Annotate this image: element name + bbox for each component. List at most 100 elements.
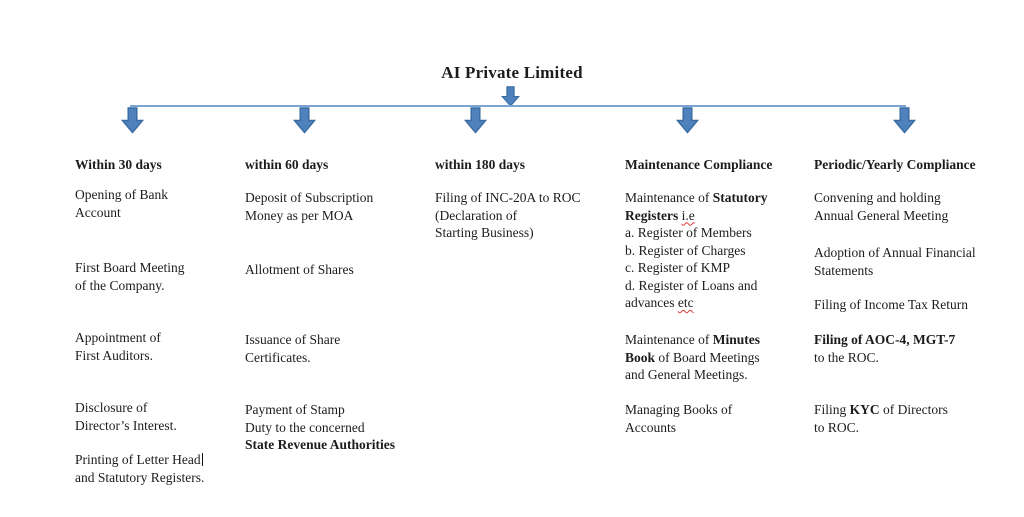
compliance-item: Adoption of Annual Financial Statements	[814, 244, 976, 279]
text-line: advances etc	[625, 294, 767, 312]
text-segment: of Board Meetings	[655, 349, 760, 365]
column-header-periodic-yearly-compliance: Periodic/Yearly Compliance	[814, 157, 976, 172]
text-segment: Filing of AOC-4, MGT-7	[814, 332, 956, 347]
text-segment: (Declaration of	[435, 207, 518, 223]
text-line: Filing KYC of Directors	[814, 401, 948, 419]
text-segment: Managing Books of	[625, 402, 733, 417]
text-line: b. Register of Charges	[625, 242, 767, 260]
text-line: Adoption of Annual Financial	[814, 244, 976, 262]
column-header-maintenance-compliance: Maintenance Compliance	[625, 157, 773, 172]
down-arrow-icon	[121, 107, 144, 134]
text-line: (Declaration of	[435, 207, 581, 225]
text-segment: advances	[625, 295, 678, 310]
misspelled-word: etc	[677, 295, 694, 310]
compliance-item: Filing KYC of Directors to ROC.	[814, 401, 948, 436]
column-maintenance-compliance: Maintenance Compliance Maintenance of Sta…	[625, 0, 810, 517]
text-line: Book of Board Meetings	[625, 349, 760, 367]
text-segment: Printing of Letter Head	[75, 452, 201, 467]
column-periodic-yearly-compliance: Periodic/Yearly Compliance Convening and …	[814, 0, 1014, 517]
text-segment: Opening of Bank	[75, 187, 168, 202]
text-line: Printing of Letter Head	[75, 451, 204, 469]
text-segment: Convening and holding	[814, 190, 941, 205]
text-segment: First Board Meeting	[75, 260, 185, 275]
text-segment: Minutes	[712, 332, 760, 347]
text-segment: Filing of INC-20A to ROC	[435, 190, 581, 205]
misspelled-word: i.e	[681, 207, 695, 223]
text-segment: Filing of Income Tax Return	[814, 297, 969, 312]
compliance-item: Deposit of Subscription Money as per MOA	[245, 189, 373, 224]
text-line: State Revenue Authorities	[245, 436, 395, 454]
text-line: Director’s Interest.	[75, 417, 177, 435]
text-segment: and Statutory Registers.	[75, 469, 205, 485]
column-within-60-days: within 60 days Deposit of Subscription Mon…	[245, 0, 420, 517]
text-line: Filing of AOC-4, MGT-7	[814, 331, 955, 349]
text-cursor	[201, 453, 203, 466]
text-line: Issuance of Share	[245, 331, 340, 349]
text-line: Payment of Stamp	[245, 401, 395, 419]
text-segment: to the ROC.	[814, 349, 879, 365]
compliance-item: Issuance of Share Certificates.	[245, 331, 340, 366]
text-line: Maintenance of Minutes	[625, 331, 760, 349]
text-line: Account	[75, 204, 168, 222]
down-arrow-icon	[676, 107, 699, 134]
text-segment: Statements	[814, 262, 874, 278]
text-line: Money as per MOA	[245, 207, 373, 225]
text-segment: Account	[75, 204, 121, 220]
text-line: Duty to the concerned	[245, 419, 395, 437]
text-line: Appointment of	[75, 329, 161, 347]
text-segment: Statutory	[712, 190, 768, 205]
down-arrow-icon	[293, 107, 316, 134]
text-segment: d. Register of Loans and	[625, 277, 758, 293]
compliance-item: Filing of INC-20A to ROC (Declaration of S…	[435, 189, 581, 242]
text-segment: Filing	[814, 402, 850, 417]
text-segment: Adoption of Annual Financial	[814, 245, 976, 260]
text-segment: Appointment of	[75, 330, 161, 345]
text-line: Deposit of Subscription	[245, 189, 373, 207]
text-segment: and General Meetings.	[625, 367, 748, 382]
text-line: Accounts	[625, 419, 732, 437]
text-segment: Issuance of Share	[245, 332, 341, 347]
text-segment: to ROC.	[814, 419, 860, 435]
text-segment: First Auditors.	[75, 347, 154, 363]
text-line: First Board Meeting	[75, 259, 185, 277]
compliance-item: Opening of Bank Account	[75, 186, 168, 221]
text-line: First Auditors.	[75, 347, 161, 365]
text-line: Registers i.e	[625, 207, 767, 225]
text-segment: KYC	[849, 402, 880, 417]
text-line: Convening and holding	[814, 189, 948, 207]
text-segment: of the Company.	[75, 277, 165, 293]
compliance-item: Managing Books of Accounts	[625, 401, 732, 436]
down-arrow-icon	[893, 107, 916, 134]
text-segment: Registers	[625, 207, 682, 223]
down-arrow-icon	[501, 86, 520, 107]
compliance-item: Maintenance of Statutory Registers i.e a. …	[625, 189, 767, 312]
text-line: Disclosure of	[75, 399, 177, 417]
text-segment: Payment of Stamp	[245, 402, 345, 417]
diagram-title: AI Private Limited	[441, 63, 583, 82]
text-segment: Deposit of Subscription	[245, 190, 374, 205]
column-within-180-days: within 180 days Filing of INC-20A to ROC (…	[435, 0, 615, 517]
text-line: and General Meetings.	[625, 366, 760, 384]
text-segment: Certificates.	[245, 349, 311, 365]
down-arrow-icon	[464, 107, 487, 134]
text-line: d. Register of Loans and	[625, 277, 767, 295]
column-header-within-180-days: within 180 days	[435, 157, 526, 172]
text-segment: Book	[625, 349, 656, 365]
compliance-item: Maintenance of Minutes Book of Board Meet…	[625, 331, 760, 384]
text-segment: c. Register of KMP	[625, 260, 730, 275]
column-header-within-60-days: within 60 days	[245, 157, 329, 172]
text-line: Filing of Income Tax Return	[814, 296, 968, 314]
text-segment: Accounts	[625, 419, 676, 435]
text-segment: Maintenance of	[625, 190, 713, 205]
text-line: Statements	[814, 262, 976, 280]
text-line: to ROC.	[814, 419, 948, 437]
text-line: a. Register of Members	[625, 224, 767, 242]
text-segment: a. Register of Members	[625, 225, 752, 240]
text-segment: Disclosure of	[75, 400, 148, 415]
text-line: and Statutory Registers.	[75, 469, 204, 487]
column-header-within-30-days: Within 30 days	[75, 157, 162, 172]
compliance-item: Convening and holding Annual General Meet…	[814, 189, 948, 224]
text-line: Opening of Bank	[75, 186, 168, 204]
text-segment: b. Register of Charges	[625, 242, 746, 258]
compliance-item: Allotment of Shares	[245, 261, 354, 279]
